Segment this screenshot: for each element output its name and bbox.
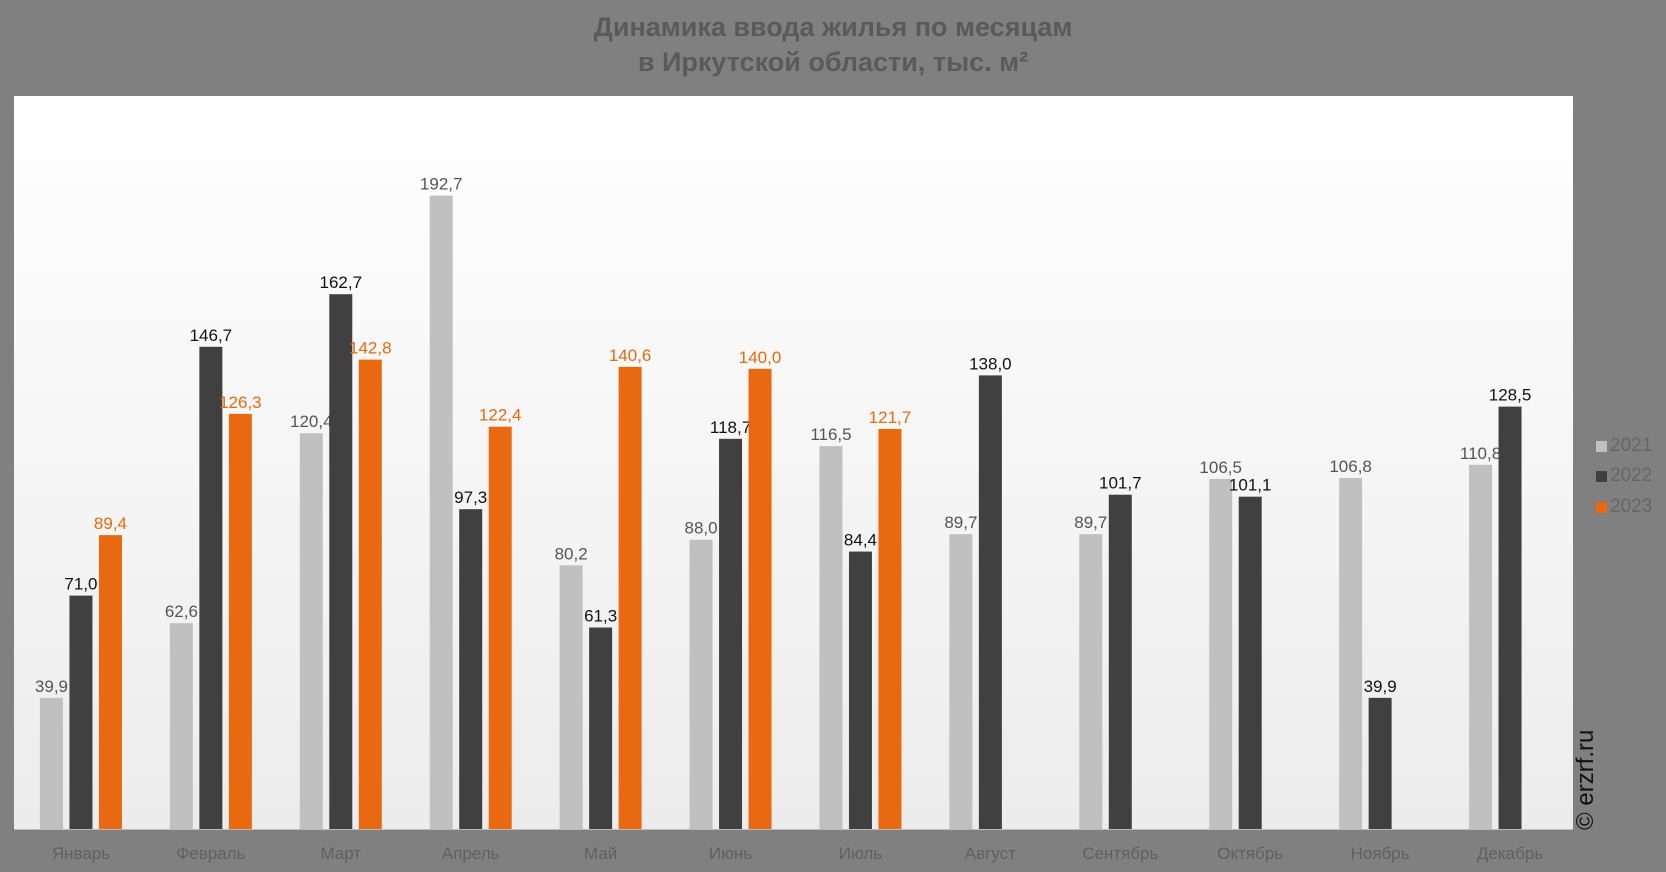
- data-label-2022: 97,3: [454, 488, 487, 507]
- data-label-2023: 126,3: [219, 393, 262, 412]
- legend-label: 2022: [1610, 465, 1653, 486]
- bar-2022: [1238, 496, 1262, 829]
- data-label-2023: 121,7: [869, 408, 912, 427]
- watermark: © erzrf.ru: [1572, 729, 1599, 830]
- data-label-2021: 88,0: [684, 519, 717, 538]
- legend-swatch-2023: [1596, 501, 1607, 513]
- bar-2022: [1498, 406, 1522, 829]
- data-label-2021: 39,9: [35, 677, 68, 696]
- x-tick-label: Апрель: [442, 844, 500, 863]
- x-tick-label: Январь: [52, 844, 110, 863]
- data-label-2022: 162,7: [320, 273, 363, 292]
- x-tick-label: Июль: [839, 844, 883, 863]
- data-label-2021: 89,7: [944, 513, 977, 532]
- data-label-2022: 146,7: [190, 326, 233, 345]
- bar-2023: [98, 535, 122, 829]
- legend-item-2022: 2022: [1596, 465, 1652, 487]
- plot-area: [14, 96, 1573, 830]
- bar-2022: [589, 627, 613, 829]
- data-label-2021: 110,8: [1460, 444, 1501, 463]
- data-label-2022: 39,9: [1364, 677, 1397, 696]
- legend-label: 2021: [1610, 435, 1653, 456]
- x-tick-label: Декабрь: [1477, 844, 1543, 863]
- bar-2023: [748, 368, 772, 829]
- bar-2021: [1469, 464, 1493, 829]
- bar-2022: [1368, 697, 1392, 829]
- bar-2021: [39, 697, 63, 829]
- x-tick-label: Июнь: [709, 844, 752, 863]
- legend-item-2023: 2023: [1596, 496, 1652, 518]
- data-label-2023: 140,0: [739, 348, 782, 367]
- legend-swatch-2022: [1596, 470, 1607, 482]
- data-label-2022: 61,3: [584, 607, 617, 626]
- data-label-2021: 116,5: [810, 425, 851, 444]
- bar-2023: [618, 366, 642, 829]
- data-label-2021: 106,8: [1329, 457, 1372, 476]
- data-label-2021: 192,7: [420, 175, 463, 194]
- data-label-2021: 89,7: [1074, 513, 1107, 532]
- legend-swatch-2021: [1596, 440, 1607, 452]
- data-label-2021: 62,6: [165, 602, 198, 621]
- chart-title-line2: в Иркутской области, тыс. м²: [637, 47, 1029, 77]
- x-tick-label: Август: [965, 844, 1016, 863]
- bar-2022: [1108, 494, 1132, 829]
- bar-2021: [169, 623, 193, 829]
- data-label-2021: 120,4: [290, 412, 333, 431]
- data-label-2022: 84,4: [844, 531, 877, 550]
- bar-2022: [978, 375, 1002, 829]
- data-label-2023: 142,8: [349, 339, 392, 358]
- x-tick-label: Март: [320, 844, 361, 863]
- data-label-2022: 138,0: [969, 354, 1012, 373]
- bar-2021: [1079, 534, 1103, 829]
- bar-2022: [69, 595, 93, 829]
- bar-2022: [199, 346, 223, 829]
- data-label-2023: 122,4: [479, 406, 522, 425]
- bar-2023: [488, 426, 512, 829]
- data-label-2021: 106,5: [1199, 458, 1242, 477]
- bar-2022: [459, 509, 483, 829]
- bar-2021: [299, 433, 323, 829]
- x-tick-label: Февраль: [176, 844, 245, 863]
- bar-2023: [358, 359, 382, 829]
- bar-2021: [949, 534, 973, 829]
- data-label-2022: 128,5: [1489, 386, 1532, 405]
- x-tick-label: Октябрь: [1217, 844, 1283, 863]
- x-tick-label: Сентябрь: [1082, 844, 1158, 863]
- data-label-2023: 140,6: [609, 346, 652, 365]
- data-label-2022: 118,7: [710, 418, 751, 437]
- bar-2021: [689, 539, 713, 829]
- bar-2022: [719, 438, 743, 829]
- x-tick-label: Ноябрь: [1351, 844, 1410, 863]
- bar-2021: [819, 446, 843, 829]
- data-label-2022: 71,0: [64, 575, 97, 594]
- bar-2021: [559, 565, 583, 829]
- legend-label: 2023: [1610, 496, 1653, 517]
- data-label-2023: 89,4: [94, 514, 127, 533]
- bar-2023: [228, 413, 252, 829]
- chart-title: Динамика ввода жилья по месяцам в Иркутс…: [0, 10, 1666, 80]
- bar-2021: [1209, 478, 1233, 829]
- x-tick-label: Май: [584, 844, 617, 863]
- data-label-2021: 80,2: [555, 544, 588, 563]
- bar-2021: [429, 195, 453, 830]
- data-label-2022: 101,1: [1229, 476, 1272, 495]
- bar-2021: [1339, 477, 1363, 829]
- bar-2023: [878, 428, 902, 829]
- legend-item-2021: 2021: [1596, 435, 1652, 457]
- chart-title-line1: Динамика ввода жилья по месяцам: [593, 12, 1073, 42]
- bar-2022: [848, 551, 872, 829]
- bar-2022: [329, 294, 353, 830]
- data-label-2022: 101,7: [1099, 474, 1142, 493]
